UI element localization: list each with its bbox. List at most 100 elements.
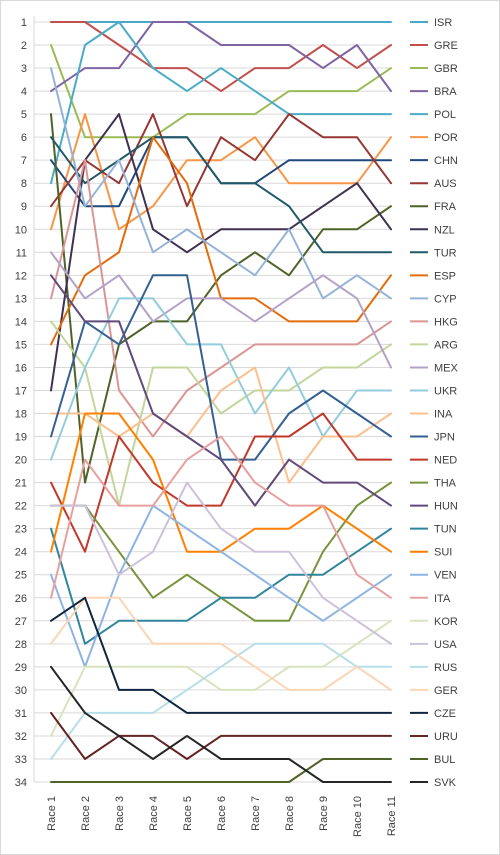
legend-label-ven: VEN xyxy=(434,570,457,582)
legend-label-arg: ARG xyxy=(434,339,458,351)
y-tick-label: 11 xyxy=(16,247,27,259)
y-tick-label: 22 xyxy=(15,501,27,513)
series-line-hkg xyxy=(50,159,392,438)
x-tick-label: Race 4 xyxy=(148,796,160,831)
series-line-gre xyxy=(50,21,392,93)
y-tick-label: 2 xyxy=(21,40,27,52)
x-tick-label: Race 3 xyxy=(114,796,126,831)
series-line-cyp xyxy=(50,67,392,300)
y-tick-label: 4 xyxy=(21,86,27,98)
legend-label-nzl: NZL xyxy=(434,224,455,236)
series-line-ned xyxy=(50,412,392,553)
series-line-svk xyxy=(50,665,392,783)
series-line-nzl xyxy=(50,113,392,392)
y-tick-label: 13 xyxy=(15,293,27,305)
y-tick-label: 6 xyxy=(21,132,27,144)
legend-label-sui: SUI xyxy=(434,547,452,559)
legend-label-pol: POL xyxy=(434,109,456,121)
series-line-bra xyxy=(50,21,392,93)
legend-label-gre: GRE xyxy=(434,40,458,52)
legend-label-por: POR xyxy=(434,132,458,144)
legend-label-bul: BUL xyxy=(434,754,455,766)
series-line-gbr xyxy=(50,44,392,139)
series-line-por xyxy=(50,113,392,231)
y-tick-label: 24 xyxy=(15,547,27,559)
legend-label-ina: INA xyxy=(434,409,453,421)
y-tick-label: 34 xyxy=(15,777,27,789)
legend-label-rus: RUS xyxy=(434,662,457,674)
y-tick-label: 7 xyxy=(21,155,27,167)
x-tick-label: Race 10 xyxy=(352,796,364,837)
series-line-hun xyxy=(50,274,392,507)
legend-label-mex: MEX xyxy=(434,362,459,374)
x-tick-label: Race 8 xyxy=(284,796,296,831)
legend-label-hun: HUN xyxy=(434,501,458,513)
legend-label-tur: TUR xyxy=(434,247,457,259)
x-tick-label: Race 6 xyxy=(216,796,228,831)
y-tick-label: 1 xyxy=(21,17,27,29)
y-tick-label: 33 xyxy=(15,754,27,766)
y-tick-label: 5 xyxy=(21,109,27,121)
series-line-mex xyxy=(50,251,392,369)
x-tick-label: Race 11 xyxy=(386,796,398,836)
y-tick-label: 18 xyxy=(15,409,27,421)
legend-label-aus: AUS xyxy=(434,178,457,190)
y-tick-label: 3 xyxy=(21,63,27,75)
series-line-ina xyxy=(50,366,392,484)
legend-label-ita: ITA xyxy=(434,593,451,605)
series-line-ger xyxy=(50,596,392,691)
series-line-uru xyxy=(50,711,392,760)
y-tick-label: 30 xyxy=(15,685,27,697)
legend-label-tun: TUN xyxy=(434,524,457,536)
legend-label-fra: FRA xyxy=(434,201,457,213)
y-tick-label: 31 xyxy=(15,708,27,720)
legend-label-isr: ISR xyxy=(434,17,452,29)
legend-label-hkg: HKG xyxy=(434,316,458,328)
x-tick-label: Race 5 xyxy=(182,796,194,831)
legend-label-usa: USA xyxy=(434,639,457,651)
legend-label-kor: KOR xyxy=(434,616,458,628)
legend-label-esp: ESP xyxy=(434,270,456,282)
series-line-fra xyxy=(50,113,392,484)
series-line-rus xyxy=(50,642,392,760)
y-axis-ticks: 1234567891011121314151617181920212223242… xyxy=(15,17,27,789)
legend-label-uru: URU xyxy=(434,731,458,743)
series-line-pol xyxy=(50,21,392,185)
legend-label-ned: NED xyxy=(434,455,457,467)
y-tick-label: 26 xyxy=(15,593,27,605)
y-tick-label: 27 xyxy=(15,616,27,628)
series-line-arg xyxy=(50,320,392,507)
y-tick-label: 19 xyxy=(15,432,27,444)
series-line-usa xyxy=(50,481,392,645)
series-lines xyxy=(50,21,392,783)
y-tick-label: 12 xyxy=(15,270,27,282)
x-tick-label: Race 2 xyxy=(80,796,92,831)
y-tick-label: 14 xyxy=(15,316,27,328)
series-line-tur xyxy=(50,136,392,254)
legend-label-cze: CZE xyxy=(434,708,456,720)
y-tick-label: 20 xyxy=(15,455,27,467)
legend-label-jpn: JPN xyxy=(434,432,455,444)
y-tick-label: 9 xyxy=(21,201,27,213)
legend-label-chn: CHN xyxy=(434,155,458,167)
y-tick-label: 28 xyxy=(15,639,27,651)
y-tick-label: 8 xyxy=(21,178,27,190)
y-tick-label: 25 xyxy=(15,570,27,582)
legend-label-svk: SVK xyxy=(434,777,457,789)
x-axis-ticks: Race 1 Race 2 Race 3 Race 4 Race 5 Race 6 Race… xyxy=(46,796,398,837)
series-line-ita xyxy=(50,435,392,599)
y-tick-label: 10 xyxy=(15,224,27,236)
y-tick-label: 15 xyxy=(15,339,27,351)
legend: ISR GRE GBR BRA POL POR CHN AUS FRA NZL TUR ESP CYP H… xyxy=(410,17,459,789)
series-line-tun xyxy=(50,527,392,645)
x-tick-label: Race 7 xyxy=(250,796,262,831)
x-tick-label: Race 1 xyxy=(46,796,58,831)
legend-label-ger: GER xyxy=(434,685,458,697)
y-tick-label: 21 xyxy=(15,478,27,490)
legend-label-bra: BRA xyxy=(434,86,457,98)
series-line-ven xyxy=(50,504,392,668)
y-tick-label: 16 xyxy=(15,362,27,374)
series-line-cze xyxy=(50,596,392,714)
legend-label-ukr: UKR xyxy=(434,385,457,397)
